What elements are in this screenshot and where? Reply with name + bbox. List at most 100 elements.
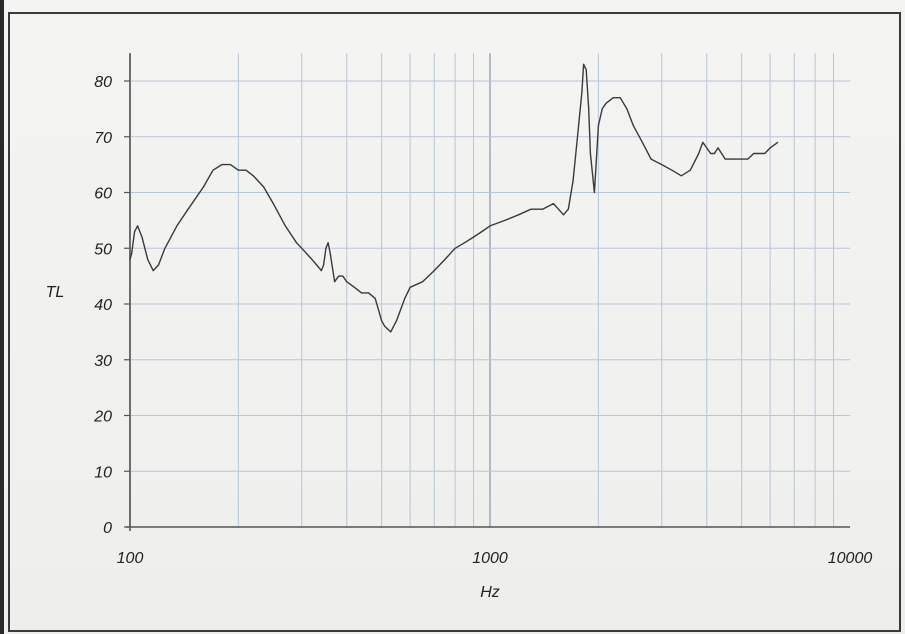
data-point xyxy=(202,186,205,188)
data-point xyxy=(741,158,743,160)
data-point xyxy=(572,180,574,182)
data-point xyxy=(334,281,336,283)
data-point xyxy=(731,158,733,160)
y-tick-label: 50 xyxy=(94,241,112,258)
data-point xyxy=(589,152,592,155)
tick-labels: 0 10 20 30 40 50 60 70 80 100 1000 10000 xyxy=(93,74,872,567)
data-point xyxy=(734,158,736,160)
data-point xyxy=(650,158,652,160)
data-point xyxy=(576,136,579,138)
data-point xyxy=(395,320,398,322)
data-point xyxy=(157,264,160,266)
data-point xyxy=(329,253,331,255)
data-point xyxy=(381,320,383,322)
data-point xyxy=(644,147,646,149)
y-tick-label: 30 xyxy=(94,353,112,370)
data-point xyxy=(567,208,569,210)
y-tick-label: 80 xyxy=(94,74,112,91)
data-point xyxy=(585,69,587,71)
data-point xyxy=(141,236,143,238)
data-point xyxy=(346,281,348,283)
x-tick-label: 1000 xyxy=(472,550,508,567)
data-point xyxy=(338,275,340,277)
data-point xyxy=(626,108,628,110)
data-point xyxy=(717,147,719,149)
data-point xyxy=(284,225,286,227)
data-point xyxy=(245,169,247,171)
data-point xyxy=(753,152,755,155)
data-point xyxy=(605,102,607,104)
data-point xyxy=(562,214,565,216)
data-point xyxy=(368,292,370,294)
data-point xyxy=(581,91,583,93)
data-point xyxy=(472,236,475,238)
data-point xyxy=(728,158,730,160)
data-point xyxy=(504,219,506,221)
data-point xyxy=(134,230,136,233)
y-tick-label: 0 xyxy=(103,520,112,537)
series-line xyxy=(129,63,779,333)
y-tick-label: 10 xyxy=(94,464,112,481)
data-point xyxy=(632,125,634,127)
y-axis-label: TL xyxy=(46,284,65,301)
y-tick-label: 60 xyxy=(94,186,112,203)
data-point xyxy=(323,264,325,266)
figure-border xyxy=(8,12,901,632)
x-axis-label: Hz xyxy=(480,584,500,601)
data-point xyxy=(176,225,178,227)
data-point xyxy=(689,169,691,171)
data-point xyxy=(710,152,712,155)
data-point xyxy=(311,258,313,260)
data-point xyxy=(374,297,376,299)
data-point xyxy=(327,242,329,244)
y-tick-label: 70 xyxy=(94,130,112,147)
data-point xyxy=(187,208,189,210)
data-point xyxy=(557,208,560,210)
data-point xyxy=(237,169,239,171)
data-point xyxy=(588,108,590,110)
data-point xyxy=(342,275,344,277)
data-point xyxy=(612,97,614,99)
data-point xyxy=(361,292,363,294)
data-point xyxy=(661,164,663,166)
data-point xyxy=(152,270,154,272)
data-point xyxy=(409,286,411,288)
data-point xyxy=(530,208,532,210)
data-point xyxy=(325,247,327,249)
page-edge xyxy=(0,0,4,634)
grid xyxy=(129,53,850,527)
data-point xyxy=(680,175,682,177)
data-point xyxy=(454,247,456,249)
data-point xyxy=(295,242,298,244)
data-point xyxy=(724,158,726,160)
data-point xyxy=(316,264,318,266)
data-point xyxy=(422,281,424,283)
data-point xyxy=(721,152,723,155)
data-point xyxy=(764,152,766,155)
data-point xyxy=(481,230,483,233)
data-point xyxy=(583,63,585,65)
data-point xyxy=(353,286,355,288)
data-point xyxy=(221,164,223,166)
data-point xyxy=(272,203,274,205)
data-point xyxy=(129,258,131,260)
data-point xyxy=(390,331,392,333)
data-point xyxy=(638,136,641,138)
data-point xyxy=(758,152,760,155)
data-point xyxy=(464,242,466,244)
x-tick-label: 10000 xyxy=(828,550,873,567)
data-point xyxy=(164,247,166,249)
data-point xyxy=(517,214,520,216)
data-point xyxy=(597,125,600,127)
data-point xyxy=(601,108,603,110)
axes xyxy=(124,53,850,531)
data-point xyxy=(433,270,435,272)
data-point xyxy=(131,253,133,255)
y-tick-label: 40 xyxy=(94,297,112,314)
data-point xyxy=(137,225,139,227)
data-point xyxy=(252,175,254,177)
data-point xyxy=(777,141,779,143)
data-point xyxy=(263,186,265,188)
y-tick-label: 20 xyxy=(93,409,112,426)
